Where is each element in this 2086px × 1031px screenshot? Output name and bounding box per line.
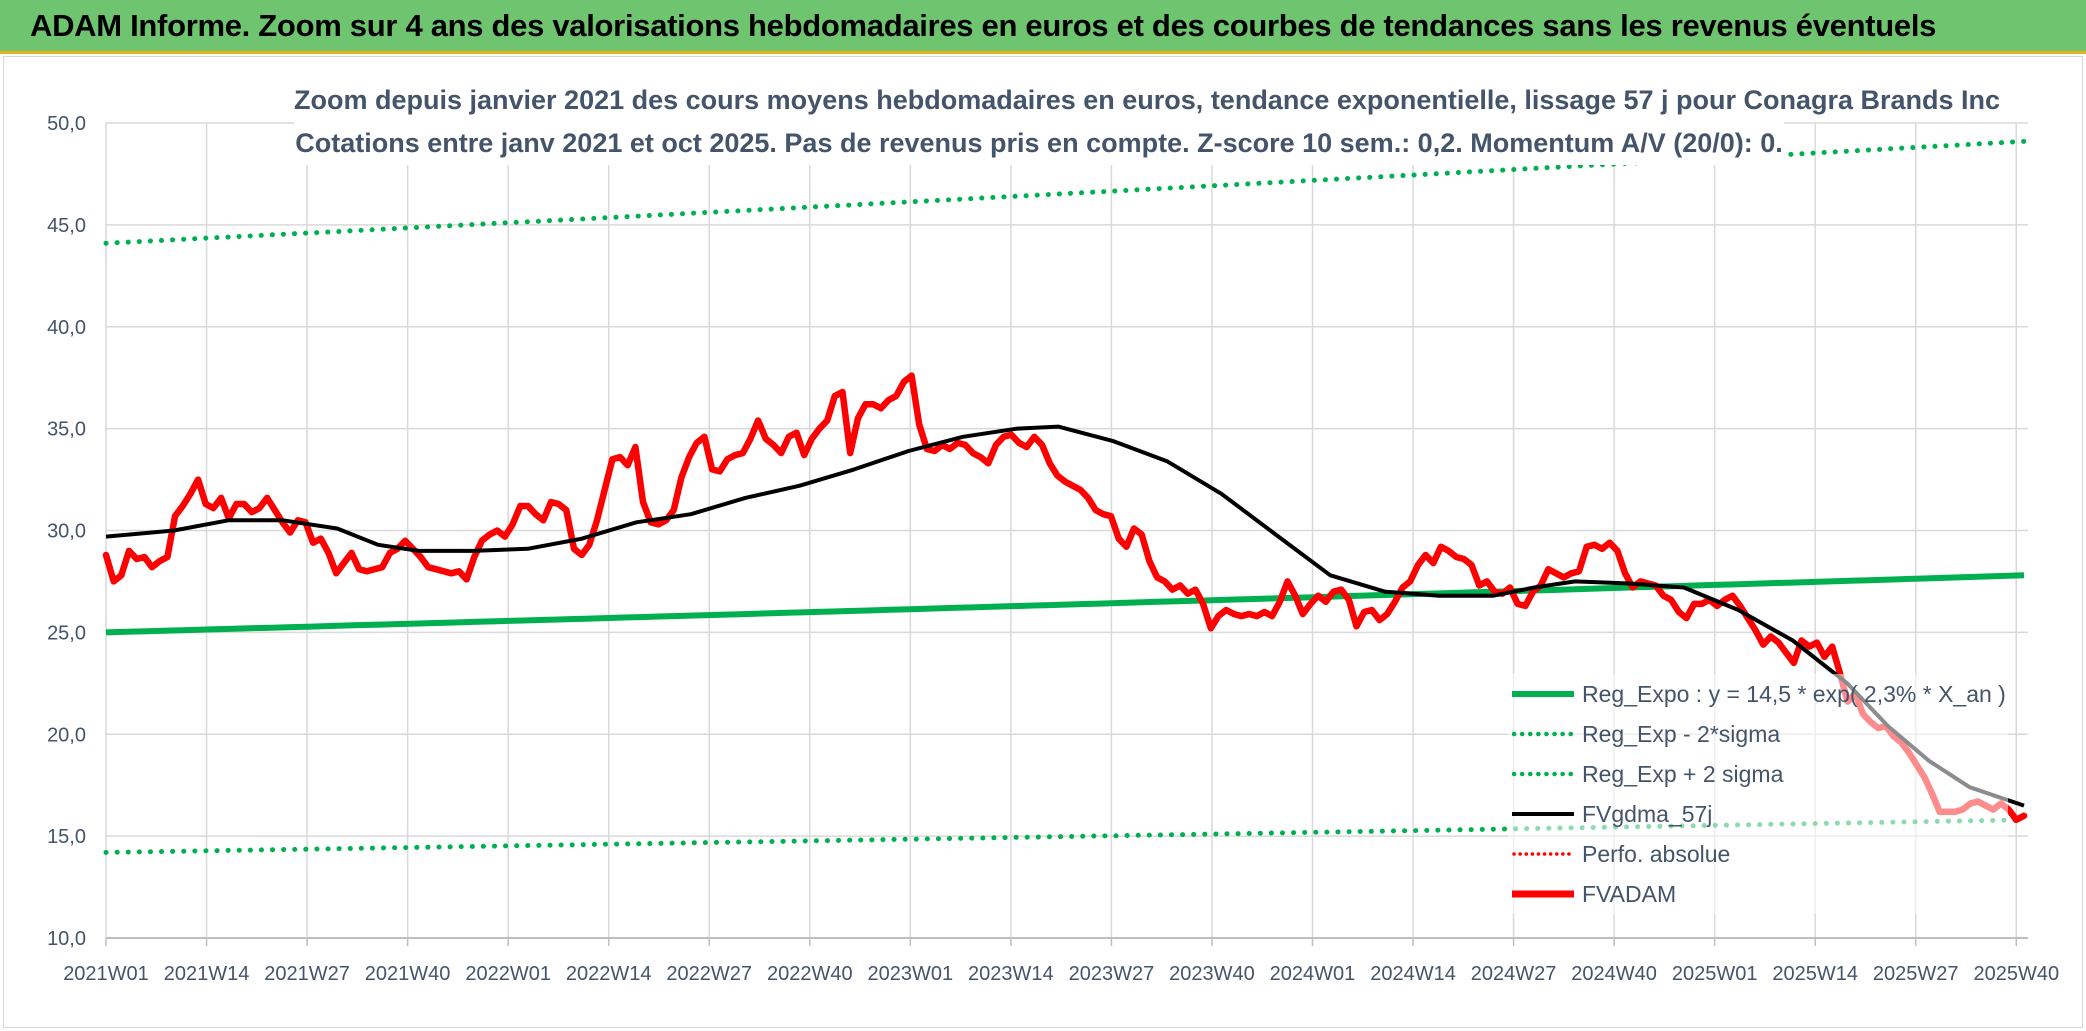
x-tick-label: 2023W40 [1169, 963, 1255, 985]
x-tick-label: 2023W27 [1069, 963, 1155, 985]
chart-legend: Reg_Expo : y = 14,5 * exp( 2,3% * X_an )… [1508, 674, 2008, 914]
chart-title: Zoom depuis janvier 2021 des cours moyen… [294, 78, 2000, 122]
legend-label-reg-exp-plus: Reg_Exp + 2 sigma [1582, 760, 1784, 787]
legend-item-reg-expo: Reg_Expo : y = 14,5 * exp( 2,3% * X_an ) [1508, 674, 2008, 714]
x-tick-label: 2021W14 [164, 963, 250, 985]
legend-label-reg-expo: Reg_Expo : y = 14,5 * exp( 2,3% * X_an ) [1582, 680, 2006, 707]
x-tick-label: 2022W14 [566, 963, 652, 985]
x-tick-label: 2023W14 [968, 963, 1054, 985]
legend-swatch-solid-black [1512, 812, 1574, 816]
x-tick-label: 2025W14 [1772, 963, 1858, 985]
x-axis-tick-labels: 2021W01 2021W14 2021W27 2021W40 2022W01 2022W… [63, 963, 2059, 985]
legend-item-fvadam: FVADAM [1508, 874, 2008, 914]
series-fvadam [102, 372, 2028, 824]
report-title: ADAM Informe. Zoom sur 4 ans des valoris… [30, 8, 1937, 43]
y-tick-label: 40,0 [47, 317, 86, 339]
legend-swatch-dotted-green [1512, 731, 1574, 737]
x-tick-label: 2025W01 [1672, 963, 1758, 985]
x-tick-label: 2024W40 [1571, 963, 1657, 985]
legend-item-reg-exp-plus: Reg_Exp + 2 sigma [1508, 754, 2008, 794]
legend-item-reg-exp-minus: Reg_Exp - 2*sigma [1508, 714, 2008, 754]
legend-label-perfo: Perfo. absolue [1582, 840, 1731, 867]
x-tick-label: 2022W01 [465, 963, 551, 985]
legend-label-fvgdma: FVgdma_57j [1582, 800, 1713, 827]
legend-label-fvadam: FVADAM [1582, 880, 1677, 907]
y-tick-label: 20,0 [47, 724, 86, 746]
y-tick-label: 30,0 [47, 521, 86, 543]
x-tick-label: 2021W27 [264, 963, 350, 985]
x-tick-label: 2025W40 [1973, 963, 2059, 985]
series-reg-expo [105, 572, 2025, 636]
legend-item-perfo: Perfo. absolue [1508, 834, 2008, 874]
x-tick-label: 2024W01 [1270, 963, 1356, 985]
chart-frame [3, 56, 2083, 1028]
x-tick-label: 2021W40 [365, 963, 451, 985]
y-tick-label: 45,0 [47, 215, 86, 237]
x-tick-label: 2023W01 [868, 963, 954, 985]
legend-swatch-dotted-green-2 [1512, 771, 1574, 777]
report-banner: ADAM Informe. Zoom sur 4 ans des valoris… [0, 0, 2086, 54]
x-tick-label: 2022W27 [666, 963, 752, 985]
series-fvgdma-57j [105, 424, 2025, 808]
gridlines [105, 122, 2028, 946]
y-axis-tick-labels: 10,0 15,0 20,0 25,0 30,0 35,0 40,0 45,0 50,0 [47, 113, 86, 950]
legend-swatch-solid-red [1512, 890, 1574, 898]
legend-swatch-solid-green [1512, 691, 1574, 697]
chart-subtitle: Cotations entre janv 2021 et oct 2025. P… [294, 121, 1784, 165]
x-tick-label: 2022W40 [767, 963, 853, 985]
x-tick-label: 2024W14 [1370, 963, 1456, 985]
y-tick-label: 10,0 [47, 928, 86, 950]
x-tick-label: 2024W27 [1471, 963, 1557, 985]
legend-swatch-dotted-red [1512, 852, 1574, 856]
y-tick-label: 50,0 [47, 113, 86, 135]
legend-label-reg-exp-minus: Reg_Exp - 2*sigma [1582, 720, 1781, 747]
legend-item-fvgdma: FVgdma_57j [1508, 794, 2008, 834]
x-tick-label: 2025W27 [1873, 963, 1959, 985]
y-tick-label: 25,0 [47, 622, 86, 644]
x-tick-label: 2021W01 [63, 963, 149, 985]
y-tick-label: 15,0 [47, 826, 86, 848]
y-tick-label: 35,0 [47, 419, 86, 441]
